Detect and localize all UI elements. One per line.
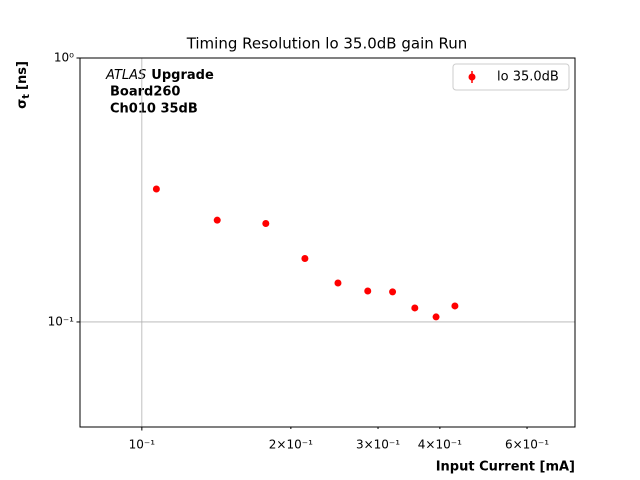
x-tick-label: 4×10⁻¹	[418, 438, 462, 452]
legend-box	[452, 63, 570, 91]
data-point	[301, 254, 309, 262]
data-point	[432, 313, 440, 321]
data-point	[213, 216, 221, 224]
x-tick-label: 3×10⁻¹	[356, 438, 400, 452]
y-label-symbol: σ	[15, 99, 30, 109]
y-tick-label: 10⁰	[54, 51, 74, 65]
y-tick-label: 10⁻¹	[48, 314, 75, 328]
annotation: ATLAS Upgrade	[105, 68, 214, 83]
data-point	[152, 185, 160, 193]
data-point	[364, 287, 372, 295]
data-point	[334, 279, 342, 287]
annotation-tag: Upgrade	[151, 68, 214, 83]
x-tick-label: 6×10⁻¹	[505, 438, 549, 452]
y-label-unit: [ns]	[15, 61, 30, 90]
data-point	[389, 288, 397, 296]
data-point	[451, 302, 459, 310]
y-axis-label: σt [ns]	[15, 61, 33, 109]
annotation-experiment: ATLAS	[105, 68, 146, 83]
legend-marker	[468, 73, 476, 81]
x-axis-label: Input Current [mA]	[436, 460, 575, 475]
x-tick-label: 10⁻¹	[129, 438, 156, 452]
annotation-board: Board260	[110, 85, 180, 100]
data-point	[262, 220, 270, 228]
data-point	[411, 304, 419, 312]
x-tick-label: 2×10⁻¹	[269, 438, 313, 452]
legend-label: lo 35.0dB	[497, 70, 559, 85]
annotation-channel: Ch010 35dB	[110, 102, 198, 117]
plot-frame	[79, 57, 576, 428]
chart-title: Timing Resolution lo 35.0dB gain Run	[186, 35, 468, 53]
y-label-subscript: t	[21, 94, 32, 99]
